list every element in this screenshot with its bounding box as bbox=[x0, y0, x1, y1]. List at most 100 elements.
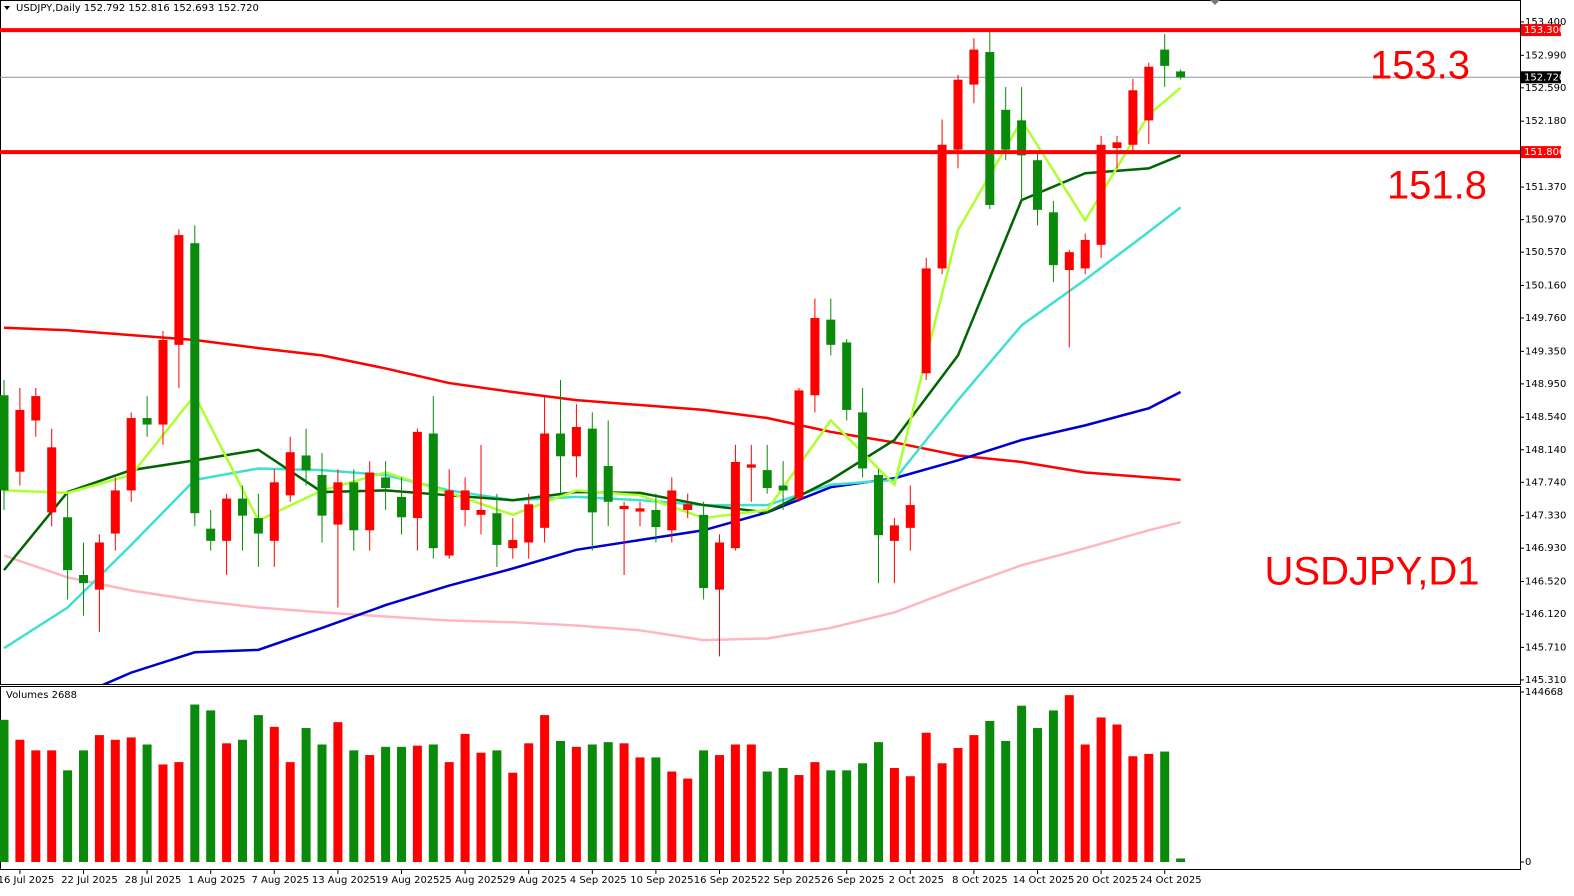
volume-bar bbox=[174, 762, 184, 862]
candle-body bbox=[333, 482, 343, 525]
candle-body bbox=[158, 339, 168, 425]
candle-body bbox=[397, 496, 406, 518]
volume-bar bbox=[365, 755, 375, 862]
volume-bar bbox=[110, 739, 120, 862]
x-tick-label: 8 Oct 2025 bbox=[952, 875, 1007, 886]
moving-average bbox=[3, 520, 1181, 642]
volume-bar bbox=[381, 746, 391, 862]
volume-bar bbox=[715, 755, 724, 862]
candle-body bbox=[508, 540, 518, 549]
y-tick-label: 146.930 bbox=[1525, 543, 1566, 554]
candle-body bbox=[190, 243, 200, 514]
menu-triangle[interactable] bbox=[4, 6, 10, 10]
volume-bar bbox=[31, 750, 41, 862]
volume-bar bbox=[667, 771, 677, 862]
candle-body bbox=[1001, 109, 1011, 150]
candle-body bbox=[715, 542, 724, 590]
volume-bar bbox=[1096, 717, 1106, 862]
volume-bar bbox=[460, 733, 470, 862]
candle-body bbox=[826, 319, 836, 345]
volume-bar bbox=[699, 750, 709, 862]
volume-bar bbox=[206, 710, 216, 862]
x-tick-label: 2 Oct 2025 bbox=[889, 875, 944, 886]
y-tick-label: 145.710 bbox=[1525, 642, 1566, 653]
candle-body bbox=[619, 505, 629, 510]
candle-body bbox=[587, 428, 597, 513]
y-tick-label: 147.330 bbox=[1525, 511, 1566, 522]
volume-bar bbox=[397, 746, 406, 862]
candle-body bbox=[603, 466, 613, 502]
volume-bar bbox=[47, 750, 57, 862]
volume-bar bbox=[858, 763, 868, 862]
candle-body bbox=[762, 470, 772, 488]
candle-body bbox=[1033, 160, 1042, 210]
candle-body bbox=[444, 490, 454, 556]
x-tick-label: 29 Aug 2025 bbox=[503, 875, 567, 886]
volume-bar bbox=[492, 750, 502, 862]
candle-body bbox=[110, 490, 120, 534]
candle-body bbox=[63, 517, 73, 571]
volume-bar bbox=[635, 757, 645, 862]
current-price-label: 152.720 bbox=[1524, 72, 1565, 83]
candle-body bbox=[301, 455, 311, 471]
candle-body bbox=[381, 477, 391, 488]
candle-body bbox=[206, 528, 216, 541]
volume-bar bbox=[476, 752, 486, 862]
volume-bar bbox=[1176, 858, 1186, 862]
volume-bar bbox=[508, 772, 518, 862]
candle-body bbox=[969, 49, 979, 85]
chart-title: USDJPY,Daily 152.792 152.816 152.693 152… bbox=[16, 3, 259, 14]
candle-body bbox=[365, 472, 375, 531]
y-tick-label: 145.310 bbox=[1525, 675, 1566, 686]
x-tick-label: 16 Jul 2025 bbox=[0, 875, 54, 886]
y-tick-label: 150.160 bbox=[1525, 280, 1566, 291]
volume-bar bbox=[969, 735, 979, 862]
volume-bar bbox=[444, 762, 454, 862]
candle-body bbox=[31, 396, 41, 421]
candle-body bbox=[0, 395, 9, 491]
moving-average bbox=[101, 390, 1182, 684]
volume-bar bbox=[1048, 710, 1058, 862]
volume-bar bbox=[15, 739, 25, 862]
candle-body bbox=[730, 461, 740, 549]
volume-bar bbox=[603, 742, 613, 862]
candle-body bbox=[921, 268, 931, 374]
candle-body bbox=[985, 52, 995, 205]
volume-bar bbox=[317, 744, 327, 862]
volume-bar bbox=[1033, 728, 1042, 862]
volume-bar bbox=[142, 744, 152, 862]
volume-bar bbox=[269, 726, 279, 862]
x-tick-label: 10 Sep 2025 bbox=[630, 875, 693, 886]
volume-bar bbox=[253, 715, 263, 862]
price-pane bbox=[0, 0, 1521, 685]
candle-body bbox=[794, 390, 804, 499]
volume-bar bbox=[571, 746, 581, 862]
y-tick-label: 153.400 bbox=[1525, 17, 1566, 28]
candle-body bbox=[1176, 71, 1186, 78]
volume-bar bbox=[842, 770, 852, 862]
volume-bar bbox=[746, 744, 756, 862]
volume-bar bbox=[540, 715, 550, 862]
volume-bar bbox=[1017, 705, 1027, 862]
volume-bar bbox=[921, 732, 931, 862]
volume-bar bbox=[1160, 751, 1170, 862]
y-tick-label: 0 bbox=[1525, 857, 1531, 868]
y-tick-label: 152.180 bbox=[1525, 116, 1566, 127]
volume-bar bbox=[333, 722, 343, 862]
volume-bar bbox=[412, 745, 422, 862]
y-tick-label: 147.740 bbox=[1525, 477, 1566, 488]
symbol-annotation: USDJPY,D1 bbox=[1265, 550, 1480, 594]
candle-body bbox=[476, 509, 486, 515]
volume-bar bbox=[762, 771, 772, 862]
volume-bar bbox=[905, 776, 915, 862]
y-tick-label: 148.540 bbox=[1525, 412, 1566, 423]
candle-body bbox=[699, 514, 709, 589]
candle-body bbox=[1017, 120, 1027, 156]
volume-title: Volumes 2688 bbox=[6, 690, 77, 701]
volume-bar bbox=[778, 767, 788, 862]
candle-body bbox=[858, 412, 868, 469]
volume-bar bbox=[874, 742, 883, 862]
candle-body bbox=[1080, 239, 1090, 269]
candle-body bbox=[540, 433, 550, 528]
